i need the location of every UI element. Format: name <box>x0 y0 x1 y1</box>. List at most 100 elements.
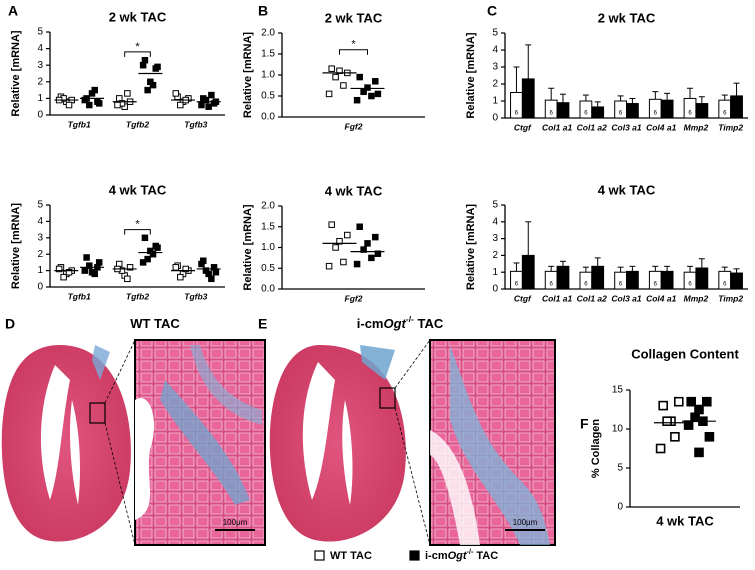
x-tick-label: Timp2 <box>718 293 743 303</box>
text-part: i-cm <box>425 550 448 562</box>
panel-letter: B <box>258 3 268 19</box>
n-label: 7 <box>527 282 531 288</box>
significance-bracket <box>339 49 368 55</box>
data-point <box>86 262 93 269</box>
n-label: 7 <box>700 111 704 117</box>
bar <box>695 103 709 119</box>
y-tick-label: 0 <box>492 113 498 124</box>
y-tick-label: 2.0 <box>261 201 275 212</box>
panel-title: WT TAC <box>130 316 180 331</box>
y-tick-label: 1.5 <box>261 49 275 60</box>
scale-bar-label: 100μm <box>513 518 538 527</box>
y-tick-label: 2 <box>492 79 498 90</box>
data-point <box>149 81 157 89</box>
x-axis-label: 4 wk TAC <box>656 513 714 528</box>
y-tick-label: 0 <box>37 282 43 293</box>
data-point <box>55 265 63 273</box>
n-label: 7 <box>527 111 531 117</box>
y-tick-label: 2 <box>37 76 43 87</box>
data-point <box>81 267 89 274</box>
n-label: 7 <box>631 282 635 288</box>
y-tick-label: 0.0 <box>261 284 275 295</box>
n-label: 7 <box>631 111 635 117</box>
n-label: 7 <box>700 282 704 288</box>
significance-label: * <box>135 219 140 231</box>
data-point <box>340 258 347 266</box>
n-label: 6 <box>619 282 623 288</box>
panel-letter: D <box>5 316 15 332</box>
data-point <box>372 233 379 241</box>
chart-title: 2 wk TAC <box>325 10 383 25</box>
data-point <box>65 268 73 276</box>
data-point <box>332 73 339 81</box>
y-tick-label: 2 <box>492 250 498 261</box>
legend-swatch <box>409 550 420 561</box>
text-part: WT TAC <box>330 550 372 562</box>
n-label: 6 <box>515 282 519 288</box>
chart-title: 4 wk TAC <box>325 183 383 198</box>
data-point <box>177 273 184 281</box>
text-part: -/- <box>467 548 474 556</box>
y-tick-label: 4 <box>37 43 43 54</box>
y-tick-label: 0.0 <box>261 112 275 123</box>
data-point <box>340 82 347 89</box>
data-point <box>694 404 704 415</box>
n-label: 6 <box>549 111 553 117</box>
n-label: 6 <box>584 111 588 117</box>
legend-swatch <box>314 550 325 561</box>
y-axis-label: Relative [mRNA] <box>10 203 22 290</box>
n-label: 6 <box>654 111 658 117</box>
bar <box>556 265 570 290</box>
x-tick-label: Ctgf <box>514 122 532 132</box>
data-point <box>683 420 694 430</box>
text-part: Ogt <box>384 316 407 331</box>
bar <box>660 99 674 119</box>
text-part: -/- <box>406 314 414 324</box>
text-part: WT TAC <box>130 316 180 331</box>
data-point <box>91 270 98 278</box>
data-point <box>149 250 157 258</box>
n-label: 6 <box>723 282 727 288</box>
y-axis-label: Relative [mRNA] <box>242 32 254 119</box>
x-tick-label: Tgfb3 <box>184 119 207 129</box>
data-point <box>172 90 180 97</box>
data-point <box>81 96 89 104</box>
y-tick-label: 4 <box>492 45 498 56</box>
y-tick-label: 5 <box>492 200 498 211</box>
data-point <box>60 273 67 281</box>
data-point <box>114 101 121 109</box>
panel-letter: A <box>8 3 18 19</box>
x-tick-label: Tgfb1 <box>68 291 91 301</box>
n-label: 6 <box>619 111 623 117</box>
n-label: 6 <box>549 282 553 288</box>
chart-title: 4 wk TAC <box>598 182 656 197</box>
histology-d <box>1 339 266 546</box>
x-tick-label: Tgfb1 <box>68 119 91 129</box>
y-tick-label: 3 <box>37 232 43 243</box>
data-point <box>177 101 184 109</box>
y-tick-label: 2.0 <box>261 28 275 39</box>
data-point <box>353 260 361 268</box>
data-point <box>126 264 134 271</box>
data-point <box>690 412 700 423</box>
x-tick-label: Col3 a1 <box>611 122 642 132</box>
histology-e <box>269 339 556 546</box>
bar <box>521 254 535 290</box>
data-point <box>670 431 680 442</box>
data-point <box>344 231 351 239</box>
data-point <box>328 65 335 72</box>
data-point <box>360 246 367 253</box>
y-tick-label: 4 <box>37 216 43 227</box>
x-tick-label: Mmp2 <box>684 122 709 132</box>
y-tick-label: 3 <box>492 233 498 244</box>
data-point <box>360 88 367 96</box>
x-tick-label: Ctgf <box>514 293 532 303</box>
n-label: 7 <box>735 282 739 288</box>
data-point <box>325 90 333 98</box>
y-tick-label: 0 <box>492 284 498 295</box>
significance-label: * <box>135 41 140 53</box>
y-tick-label: 1.0 <box>261 242 275 253</box>
y-tick-label: 1 <box>492 267 498 278</box>
data-point <box>202 267 210 274</box>
y-tick-label: 0 <box>617 502 623 513</box>
